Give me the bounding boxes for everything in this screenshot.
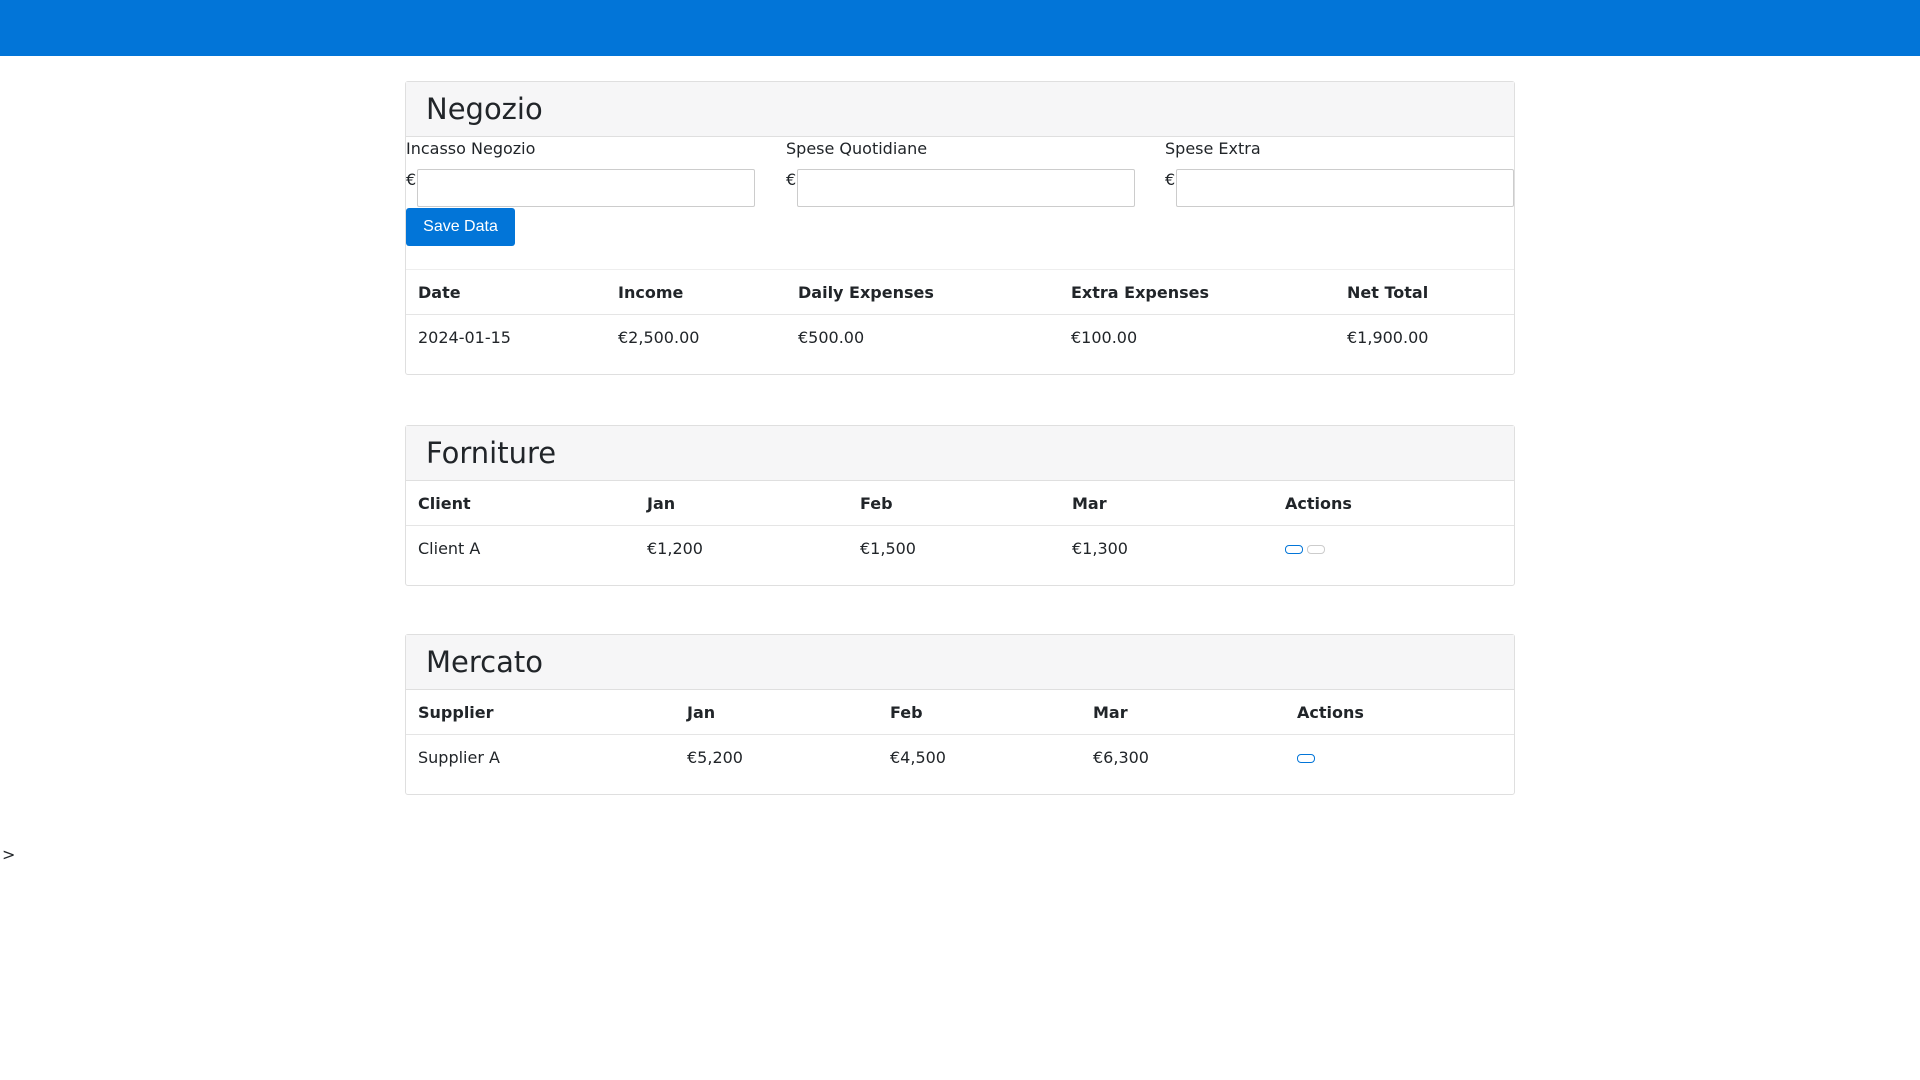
- column-header: Net Total: [1335, 270, 1514, 315]
- input[interactable]: [417, 169, 755, 207]
- actions-cell: [1273, 526, 1514, 586]
- table-row: 2024-01-15 €2,500.00 €500.00 €100.00 €1,900.…: [406, 315, 1514, 375]
- negozio-card: Negozio Incasso Negozio € Spese Quotidia…: [405, 81, 1515, 375]
- column-header: Date: [406, 270, 606, 315]
- cell: Supplier A: [418, 747, 500, 767]
- column-header: Feb: [878, 690, 1081, 735]
- currency: €: [786, 170, 797, 189]
- footer-text: >: [2, 845, 16, 864]
- column-header: Income: [606, 270, 786, 315]
- save-button[interactable]: Save Data: [406, 208, 515, 246]
- cell: €2,500.00: [618, 327, 700, 347]
- column-header: Extra Expenses: [1059, 270, 1335, 315]
- field-label: Incasso Negozio: [406, 139, 536, 158]
- input[interactable]: [1176, 169, 1514, 207]
- table-body: Supplier A €5,200 €4,500 €6,300: [406, 735, 1514, 795]
- action-button[interactable]: [1285, 544, 1303, 554]
- column-header: Client: [406, 481, 635, 526]
- currency: €: [1165, 170, 1176, 189]
- card-title: Forniture: [406, 426, 1514, 481]
- column-header: Mar: [1060, 481, 1273, 526]
- table: Client Jan Feb Mar Actions Client A €1,200 €1,5…: [406, 481, 1514, 585]
- field-label: Spese Quotidiane: [786, 139, 928, 158]
- column-header: Mar: [1081, 690, 1285, 735]
- cell: €500.00: [798, 327, 865, 347]
- column-header: Supplier: [406, 690, 675, 735]
- currency: €: [406, 170, 417, 189]
- column-header: Jan: [675, 690, 878, 735]
- header-row: Date Income Daily Expenses Extra Expenses Ne…: [406, 270, 1514, 315]
- table-head: Client Jan Feb Mar Actions: [406, 481, 1514, 526]
- cell: Client A: [418, 538, 481, 558]
- action-button[interactable]: [1297, 753, 1315, 763]
- card-title: Negozio: [406, 82, 1514, 137]
- cell: €4,500: [890, 747, 946, 767]
- column-header: Daily Expenses: [786, 270, 1059, 315]
- action-button[interactable]: [1307, 544, 1325, 554]
- form: Incasso Negozio € Spese Quotidiane € Spe…: [406, 137, 1514, 270]
- table: Date Income Daily Expenses Extra Expenses Ne…: [406, 270, 1514, 374]
- cell: €1,300: [1072, 538, 1128, 558]
- table-head: Supplier Jan Feb Mar Actions: [406, 690, 1514, 735]
- input[interactable]: [797, 169, 1135, 207]
- column-header: Actions: [1273, 481, 1514, 526]
- cell: €1,500: [860, 538, 916, 558]
- header-row: Supplier Jan Feb Mar Actions: [406, 690, 1514, 735]
- top-bar: [0, 0, 1920, 56]
- cell: 2024-01-15: [418, 327, 511, 347]
- table-body: 2024-01-15 €2,500.00 €500.00 €100.00 €1,900.…: [406, 315, 1514, 375]
- table-row: Client A €1,200 €1,500 €1,300: [406, 526, 1514, 586]
- table-head: Date Income Daily Expenses Extra Expenses Ne…: [406, 270, 1514, 315]
- cell: €1,200: [647, 538, 703, 558]
- cell: €1,900.00: [1347, 327, 1429, 347]
- cell: €5,200: [687, 747, 743, 767]
- field-label: Spese Extra: [1165, 139, 1261, 158]
- header-row: Client Jan Feb Mar Actions: [406, 481, 1514, 526]
- card-title: Mercato: [406, 635, 1514, 690]
- table: Supplier Jan Feb Mar Actions Supplier A €5,200…: [406, 690, 1514, 794]
- table-body: Client A €1,200 €1,500 €1,300: [406, 526, 1514, 586]
- table-row: Supplier A €5,200 €4,500 €6,300: [406, 735, 1514, 795]
- cell: €100.00: [1071, 327, 1138, 347]
- mercato-card: Mercato Supplier Jan Feb Mar Actions Supplier…: [405, 634, 1515, 795]
- column-header: Feb: [848, 481, 1060, 526]
- cell: €6,300: [1093, 747, 1149, 767]
- column-header: Jan: [635, 481, 848, 526]
- forniture-card: Forniture Client Jan Feb Mar Actions Client A…: [405, 425, 1515, 586]
- column-header: Actions: [1285, 690, 1514, 735]
- actions-cell: [1285, 735, 1514, 795]
